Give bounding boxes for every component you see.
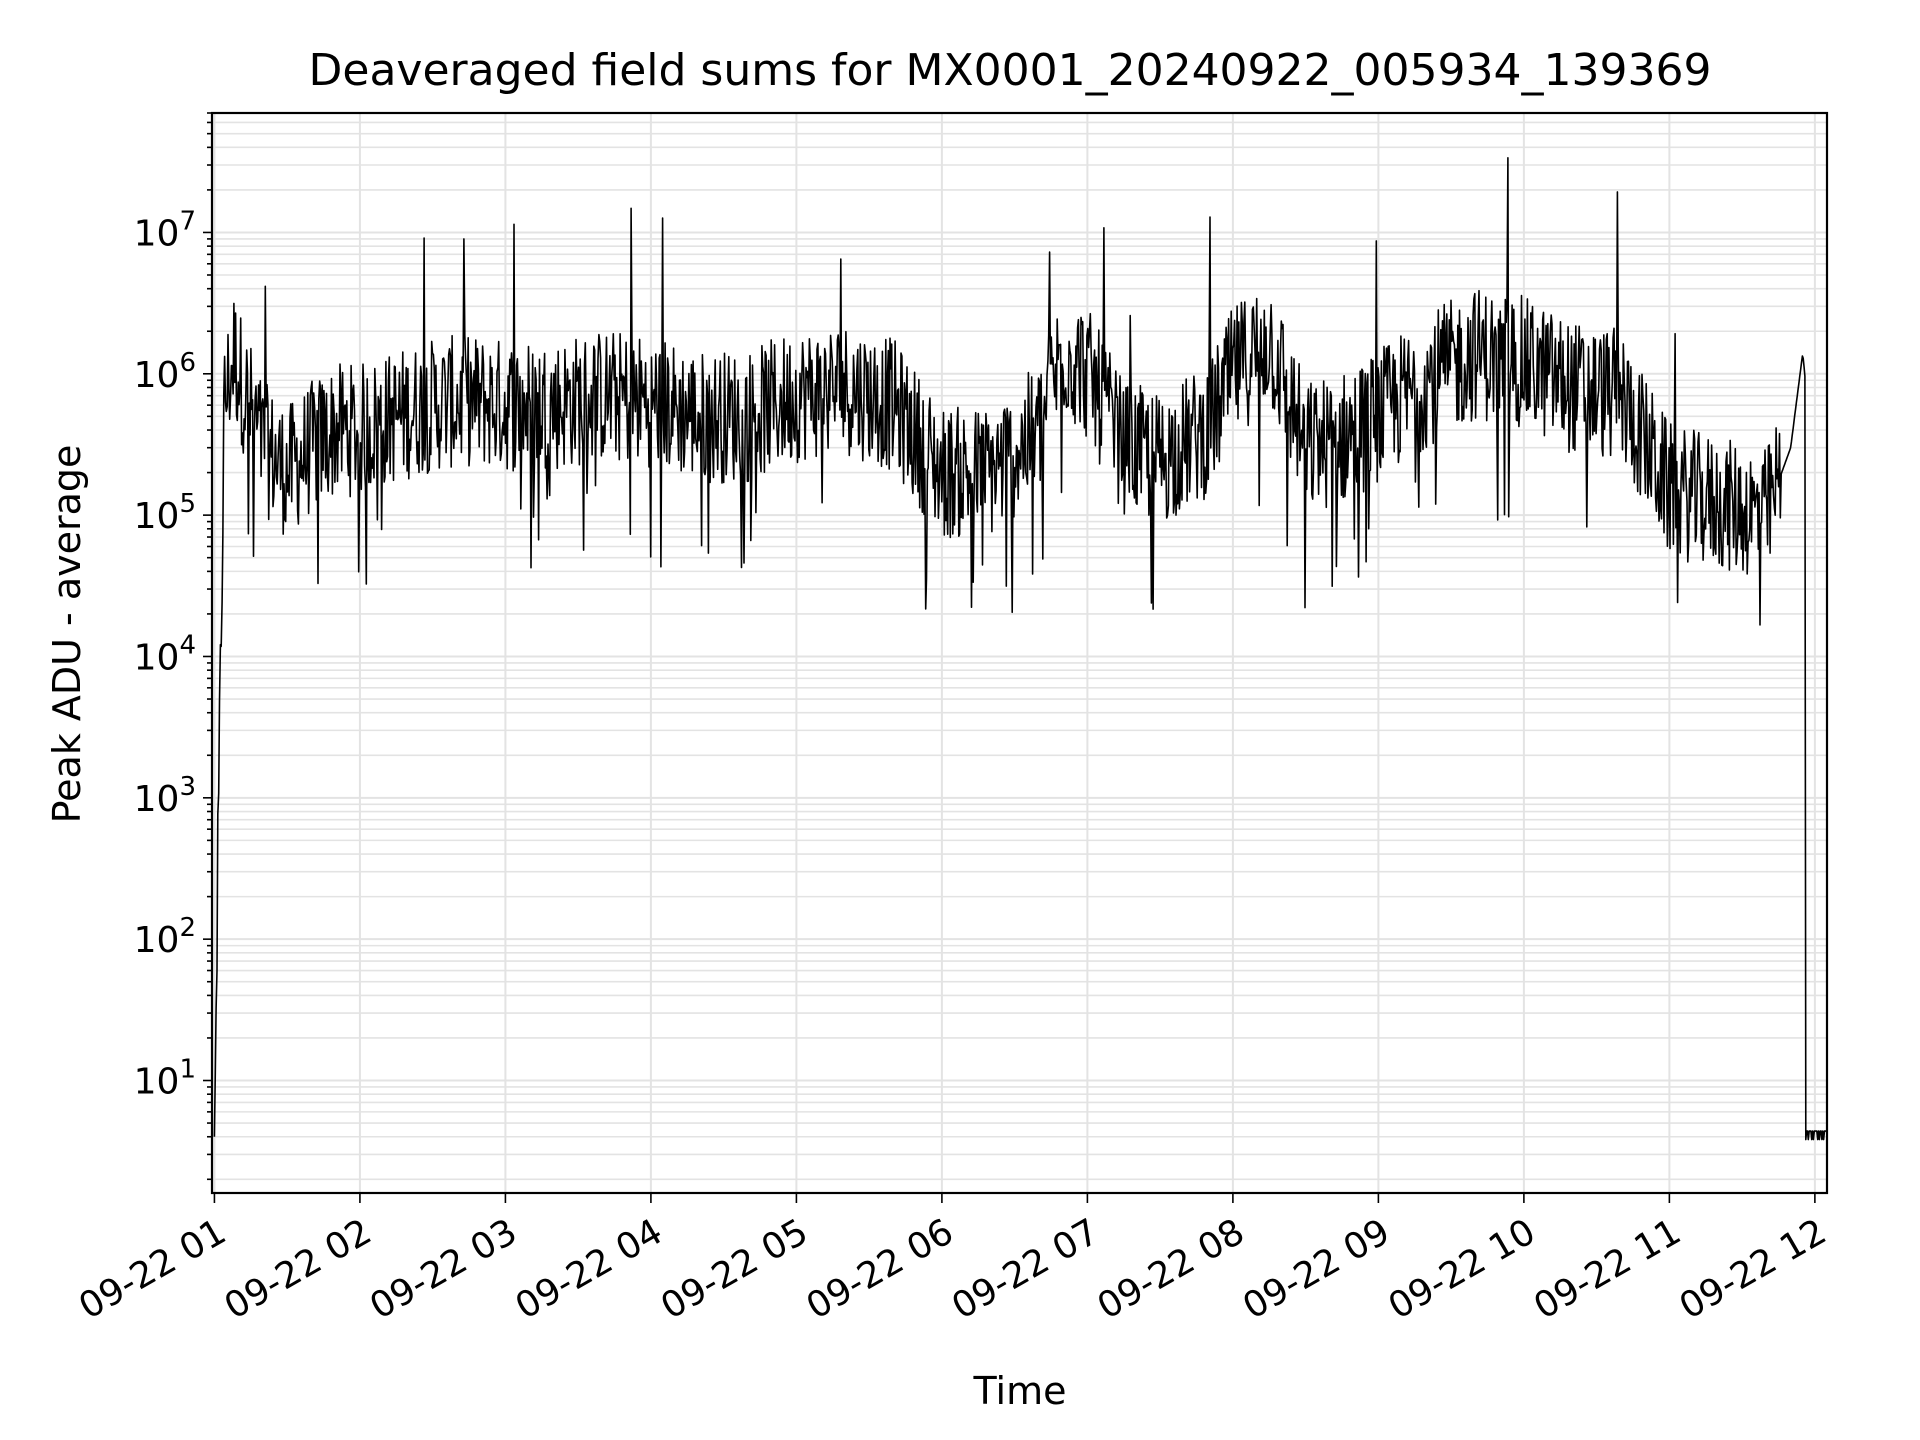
chart-title: Deaveraged field sums for MX0001_2024092…: [309, 45, 1712, 96]
series-line: [213, 157, 1827, 1141]
grid: [212, 112, 1827, 1193]
y-tick-label: 103: [134, 772, 196, 820]
y-tick-label: 105: [134, 489, 196, 537]
y-tick-label: 102: [134, 913, 196, 961]
plot-frame: [210, 111, 1829, 1195]
y-tick-label: 107: [134, 206, 196, 254]
x-axis-label: Time: [973, 1369, 1067, 1413]
y-tick-label: 106: [134, 348, 196, 396]
y-tick-label: 101: [134, 1055, 196, 1103]
y-axis-label: Peak ADU - average: [45, 445, 89, 824]
y-tick-label: 104: [134, 630, 196, 678]
y-axis: 101 102 103 104 105 106 107: [134, 112, 212, 1181]
